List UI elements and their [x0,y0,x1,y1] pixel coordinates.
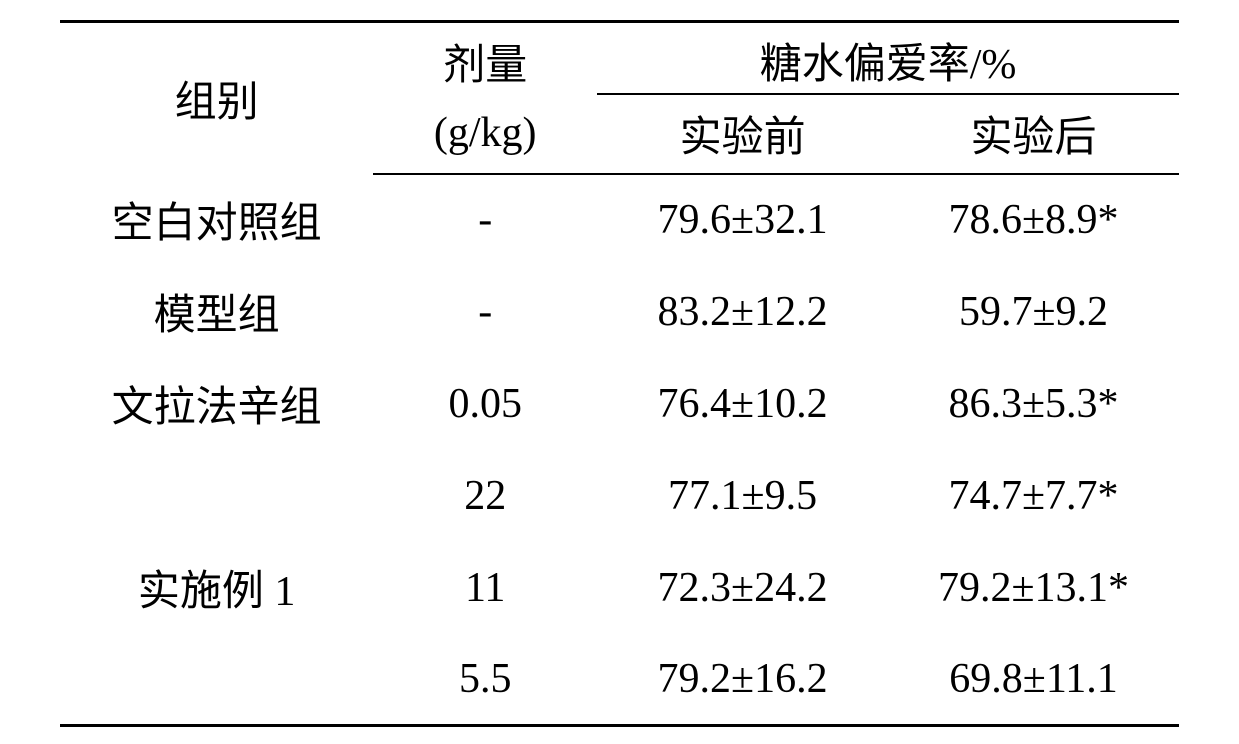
cell-before: 72.3±24.2 [597,542,888,634]
cell-after: 86.3±5.3* [888,358,1179,450]
cell-text: 78.6±8.9* [948,197,1118,243]
header-preference-span: 糖水偏爱率/% [597,22,1179,94]
table-row: 实施例 1 11 72.3±24.2 79.2±13.1* [60,542,1179,634]
cell-before: 83.2±12.2 [597,266,888,358]
data-table: 组别 剂量 糖水偏爱率/% (g/kg) 实验前 实验后 空白对照组 - 79.… [60,20,1179,727]
cell-text: 79.2±13.1* [938,565,1129,611]
table-row: 5.5 79.2±16.2 69.8±11.1 [60,634,1179,726]
header-after: 实验后 [888,94,1179,174]
cell-text: 5.5 [459,656,512,702]
cell-dose: 0.05 [373,358,597,450]
header-group-text: 组别 [175,80,259,126]
cell-after: 69.8±11.1 [888,634,1179,726]
cell-text: 79.2±16.2 [658,656,828,702]
header-dose-line2: (g/kg) [373,94,597,174]
header-before-text: 实验前 [680,115,806,161]
cell-group: 文拉法辛组 [60,358,373,450]
cell-group [60,634,373,726]
header-preference-text: 糖水偏爱率/% [760,42,1017,88]
header-after-text: 实验后 [971,115,1097,161]
cell-text: 文拉法辛组 [112,385,322,431]
table-row: 模型组 - 83.2±12.2 59.7±9.2 [60,266,1179,358]
table-container: 组别 剂量 糖水偏爱率/% (g/kg) 实验前 实验后 空白对照组 - 79.… [0,0,1239,744]
cell-text: 83.2±12.2 [658,289,828,335]
cell-text: 22 [464,473,506,519]
header-group: 组别 [60,22,373,174]
cell-group [60,450,373,542]
table-row: 22 77.1±9.5 74.7±7.7* [60,450,1179,542]
cell-before: 79.6±32.1 [597,174,888,266]
header-row-1: 组别 剂量 糖水偏爱率/% [60,22,1179,94]
cell-dose: 22 [373,450,597,542]
cell-dose: 5.5 [373,634,597,726]
header-dose-text1: 剂量 [443,43,527,89]
cell-group: 模型组 [60,266,373,358]
cell-before: 77.1±9.5 [597,450,888,542]
cell-after: 78.6±8.9* [888,174,1179,266]
cell-before: 79.2±16.2 [597,634,888,726]
table-row: 文拉法辛组 0.05 76.4±10.2 86.3±5.3* [60,358,1179,450]
cell-text: 59.7±9.2 [959,289,1108,335]
cell-text: 69.8±11.1 [949,656,1118,702]
cell-dose: - [373,266,597,358]
cell-text: 0.05 [448,381,522,427]
cell-before: 76.4±10.2 [597,358,888,450]
cell-text: 74.7±7.7* [948,473,1118,519]
cell-text: 空白对照组 [112,201,322,247]
cell-text: 11 [465,565,505,611]
cell-text: - [478,197,492,243]
cell-text: 77.1±9.5 [668,473,817,519]
cell-after: 79.2±13.1* [888,542,1179,634]
cell-text: 72.3±24.2 [658,565,828,611]
cell-text: 实施例 1 [138,569,296,615]
cell-text: 模型组 [154,293,280,339]
table-row: 空白对照组 - 79.6±32.1 78.6±8.9* [60,174,1179,266]
header-dose-line1: 剂量 [373,22,597,94]
cell-after: 59.7±9.2 [888,266,1179,358]
cell-group: 实施例 1 [60,542,373,634]
cell-text: 76.4±10.2 [658,381,828,427]
cell-text: 86.3±5.3* [948,381,1118,427]
cell-group: 空白对照组 [60,174,373,266]
cell-after: 74.7±7.7* [888,450,1179,542]
cell-dose: - [373,174,597,266]
header-before: 实验前 [597,94,888,174]
cell-dose: 11 [373,542,597,634]
cell-text: - [478,289,492,335]
header-dose-text2: (g/kg) [434,110,537,156]
cell-text: 79.6±32.1 [658,197,828,243]
